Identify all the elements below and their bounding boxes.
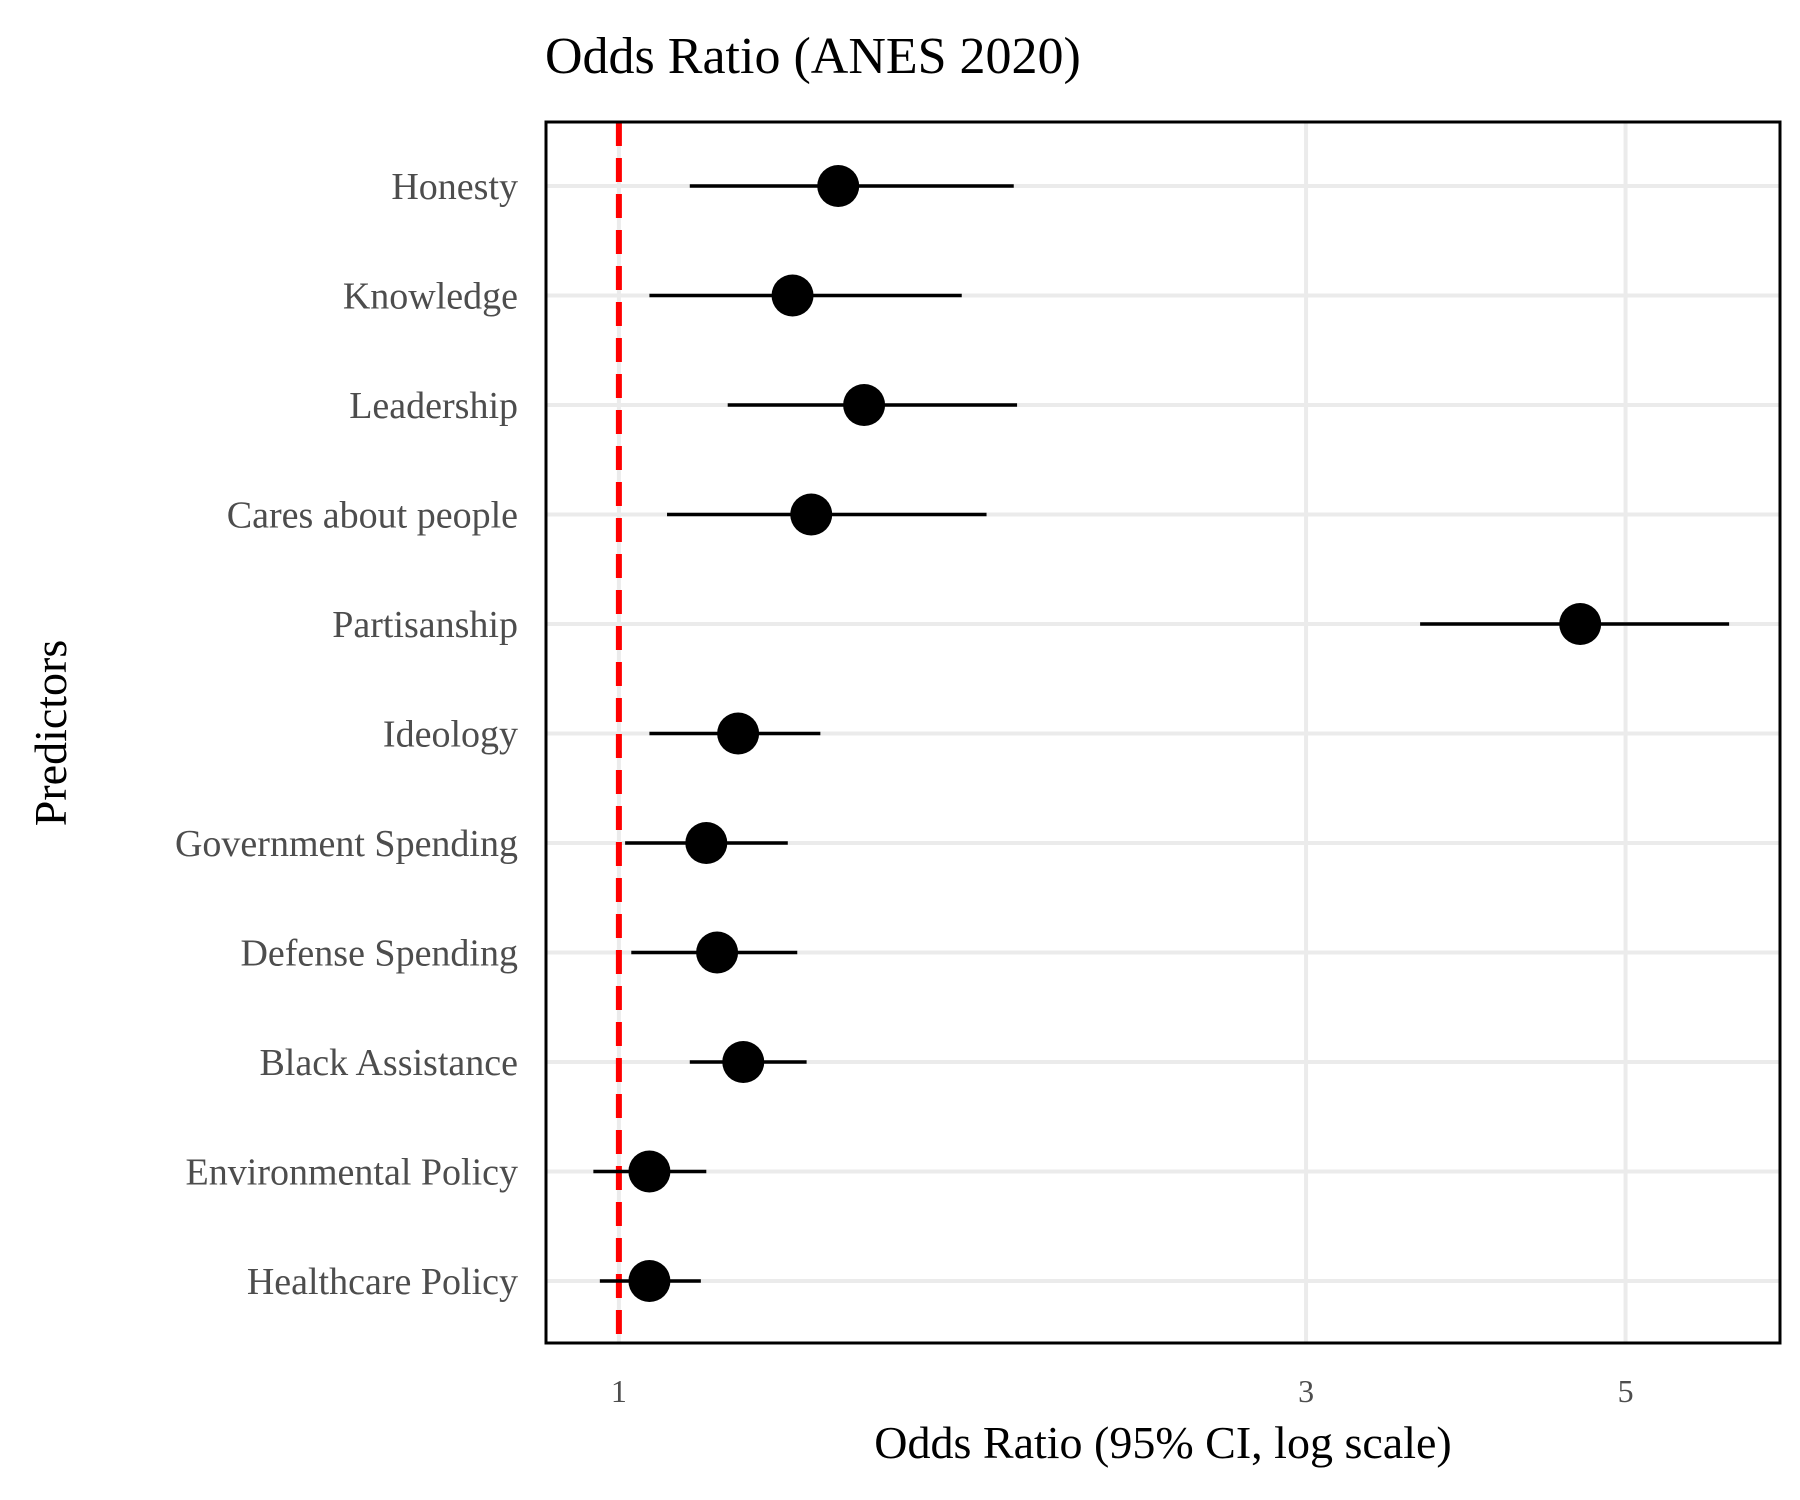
point-estimate	[628, 1260, 671, 1302]
chart-title: Odds Ratio (ANES 2020)	[545, 28, 1081, 85]
category-label: Knowledge	[343, 276, 518, 318]
x-tick-label: 5	[1618, 1373, 1634, 1409]
category-label: Ideology	[383, 714, 518, 756]
point-estimate	[771, 274, 814, 317]
x-axis-title: Odds Ratio (95% CI, log scale)	[874, 1417, 1451, 1468]
point-estimate	[722, 1041, 765, 1083]
point-estimate	[790, 493, 833, 536]
point-estimate	[628, 1150, 671, 1193]
point-estimates	[628, 165, 1602, 1302]
x-tick-label: 1	[611, 1373, 627, 1409]
point-estimate	[696, 931, 739, 974]
category-labels: Honesty Knowledge Leadership Cares about pe…	[175, 166, 518, 1303]
x-tick-labels: 1 3 5	[611, 1373, 1634, 1409]
point-estimate	[717, 712, 760, 755]
point-estimate	[685, 822, 728, 864]
category-label: Healthcare Policy	[247, 1261, 518, 1303]
category-label: Partisanship	[332, 604, 518, 646]
y-axis-title: Predictors	[25, 640, 76, 827]
category-label: Leadership	[349, 385, 518, 427]
category-label: Honesty	[391, 166, 518, 208]
category-label: Government Spending	[175, 823, 518, 865]
plot-panel-border	[544, 120, 1782, 1345]
category-label: Defense Spending	[240, 933, 518, 975]
point-estimate	[1559, 603, 1602, 645]
category-label: Black Assistance	[259, 1042, 518, 1084]
point-estimate	[843, 384, 886, 426]
category-label: Environmental Policy	[186, 1152, 518, 1194]
point-estimate	[817, 165, 860, 207]
category-label: Cares about people	[227, 495, 518, 537]
x-tick-label: 3	[1298, 1373, 1314, 1409]
